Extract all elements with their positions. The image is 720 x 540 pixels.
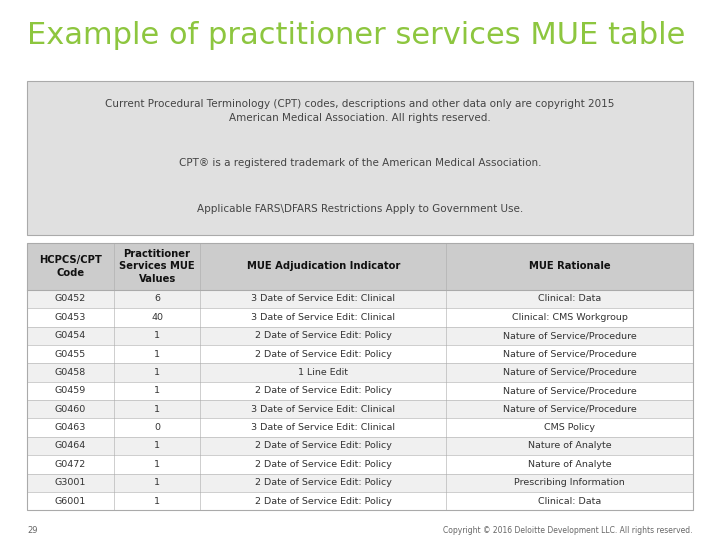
Text: Nature of Service/Procedure: Nature of Service/Procedure [503,331,636,340]
Bar [27,474,693,492]
Text: 0: 0 [154,423,160,432]
Text: G3001: G3001 [55,478,86,487]
Text: 29: 29 [27,525,38,535]
Text: 1: 1 [154,460,160,469]
Text: 2 Date of Service Edit: Policy: 2 Date of Service Edit: Policy [255,349,392,359]
Text: G0458: G0458 [55,368,86,377]
Text: G0463: G0463 [55,423,86,432]
Bar [27,363,693,382]
Bar [27,308,693,327]
Text: Prescribing Information: Prescribing Information [514,478,625,487]
Text: Practitioner
Services MUE
Values: Practitioner Services MUE Values [120,249,195,284]
Text: Copyright © 2016 Deloitte Development LLC. All rights reserved.: Copyright © 2016 Deloitte Development LL… [443,525,693,535]
Text: CPT® is a registered trademark of the American Medical Association.: CPT® is a registered trademark of the Am… [179,158,541,168]
Text: Current Procedural Terminology (CPT) codes, descriptions and other data only are: Current Procedural Terminology (CPT) cod… [105,99,615,124]
Bar [27,455,693,474]
Text: 1: 1 [154,349,160,359]
Text: G0455: G0455 [55,349,86,359]
Text: G0464: G0464 [55,442,86,450]
Text: 1: 1 [154,442,160,450]
Text: 3 Date of Service Edit: Clinical: 3 Date of Service Edit: Clinical [251,404,395,414]
Text: Clinical: Data: Clinical: Data [538,497,601,505]
Text: 1: 1 [154,331,160,340]
Bar [27,418,693,437]
Text: Clinical: Data: Clinical: Data [538,294,601,303]
Text: 1: 1 [154,478,160,487]
Text: Applicable FARS\DFARS Restrictions Apply to Government Use.: Applicable FARS\DFARS Restrictions Apply… [197,204,523,214]
Text: CMS Policy: CMS Policy [544,423,595,432]
Text: 1: 1 [154,497,160,505]
Text: 1: 1 [154,368,160,377]
Bar [27,492,693,510]
Text: G0472: G0472 [55,460,86,469]
Text: 2 Date of Service Edit: Policy: 2 Date of Service Edit: Policy [255,386,392,395]
Text: 1: 1 [154,386,160,395]
Text: Clinical: CMS Workgroup: Clinical: CMS Workgroup [512,313,628,322]
Bar [27,437,693,455]
Text: Nature of Service/Procedure: Nature of Service/Procedure [503,349,636,359]
Text: G0452: G0452 [55,294,86,303]
Text: 40: 40 [151,313,163,322]
Text: G6001: G6001 [55,497,86,505]
Text: 2 Date of Service Edit: Policy: 2 Date of Service Edit: Policy [255,497,392,505]
Text: MUE Rationale: MUE Rationale [528,261,611,272]
Bar [27,243,693,290]
Text: 6: 6 [154,294,160,303]
Text: 2 Date of Service Edit: Policy: 2 Date of Service Edit: Policy [255,460,392,469]
Text: Nature of Analyte: Nature of Analyte [528,442,611,450]
Text: 1: 1 [154,404,160,414]
Text: G0460: G0460 [55,404,86,414]
Bar [27,327,693,345]
Text: 2 Date of Service Edit: Policy: 2 Date of Service Edit: Policy [255,478,392,487]
Text: HCPCS/CPT
Code: HCPCS/CPT Code [39,255,102,278]
Text: Nature of Service/Procedure: Nature of Service/Procedure [503,404,636,414]
Bar [27,345,693,363]
Text: MUE Adjudication Indicator: MUE Adjudication Indicator [247,261,400,272]
Text: G0454: G0454 [55,331,86,340]
Text: Nature of Service/Procedure: Nature of Service/Procedure [503,368,636,377]
Text: 3 Date of Service Edit: Clinical: 3 Date of Service Edit: Clinical [251,294,395,303]
Text: Nature of Analyte: Nature of Analyte [528,460,611,469]
Text: 3 Date of Service Edit: Clinical: 3 Date of Service Edit: Clinical [251,313,395,322]
Text: 2 Date of Service Edit: Policy: 2 Date of Service Edit: Policy [255,442,392,450]
Bar [27,382,693,400]
Text: 2 Date of Service Edit: Policy: 2 Date of Service Edit: Policy [255,331,392,340]
Bar [27,400,693,418]
Bar [27,290,693,308]
Text: Example of practitioner services MUE table: Example of practitioner services MUE tab… [27,21,685,50]
Text: Nature of Service/Procedure: Nature of Service/Procedure [503,386,636,395]
Text: G0453: G0453 [55,313,86,322]
Text: 1 Line Edit: 1 Line Edit [298,368,348,377]
Text: 3 Date of Service Edit: Clinical: 3 Date of Service Edit: Clinical [251,423,395,432]
Text: G0459: G0459 [55,386,86,395]
